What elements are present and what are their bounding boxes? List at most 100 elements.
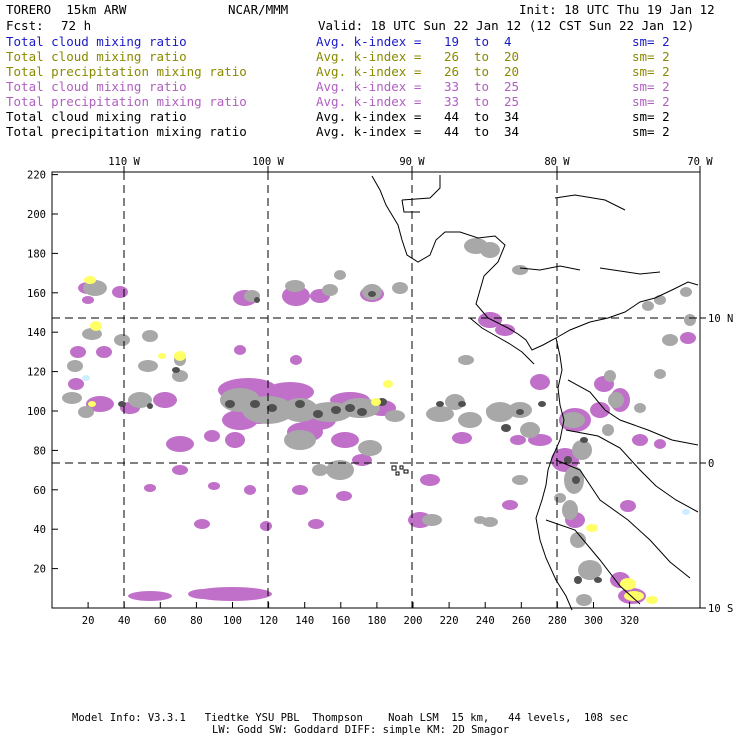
precip-area: [96, 346, 112, 358]
x-tick-label: 240: [476, 615, 495, 627]
longitude-label: 110 W: [108, 156, 140, 168]
light-cloud-area: [82, 375, 90, 381]
heavy-cloud-core: [564, 456, 572, 464]
longitude-label: 90 W: [399, 156, 425, 168]
legend-sm: sm= 2: [632, 64, 670, 79]
cloud-area: [78, 406, 94, 418]
cloud-area: [282, 398, 318, 422]
precip-area: [234, 345, 246, 355]
legend-k1: 44: [444, 109, 460, 124]
precip-area: [502, 500, 518, 510]
legend-field: Total precipitation mixing ratio: [6, 94, 247, 109]
coastline-south-america-west: [535, 337, 573, 611]
y-tick-label: 60: [33, 485, 46, 497]
heavy-cloud-core: [267, 404, 277, 412]
heavy-cloud-core: [172, 367, 180, 373]
cloud-area: [340, 398, 380, 418]
precip-area: [112, 286, 128, 298]
legend-k1: 44: [444, 124, 460, 139]
cloud-area: [512, 265, 528, 275]
legend-k2: 20: [504, 64, 520, 79]
cloud-precip-fields: [62, 238, 696, 606]
cloud-area: [322, 284, 338, 296]
legend-to: to: [474, 124, 490, 139]
heavy-cloud-core: [357, 408, 367, 416]
precip-area: [654, 439, 666, 449]
forecast-label: Fcst:: [6, 18, 44, 33]
forecast-hours: 72 h: [61, 18, 92, 33]
cloud-area: [561, 412, 585, 428]
legend-field: Total cloud mixing ratio: [6, 109, 187, 124]
precip-area: [192, 587, 272, 601]
coastline-south-america-north: [589, 281, 699, 323]
moderate-precip-area: [646, 596, 658, 604]
y-tick-label: 200: [27, 209, 46, 221]
legend-avg: Avg. k-index =: [316, 49, 422, 64]
cloud-area: [608, 392, 624, 408]
legend-field: Total cloud mixing ratio: [6, 34, 187, 49]
cloud-area: [392, 282, 408, 294]
heavy-cloud-core: [345, 404, 355, 412]
legend-field: Total precipitation mixing ratio: [6, 124, 247, 139]
x-tick-label: 220: [440, 615, 459, 627]
heavy-cloud-core: [538, 401, 546, 407]
legend-k1: 26: [444, 64, 460, 79]
cloud-area: [82, 328, 102, 340]
legend-sm: sm= 2: [632, 49, 670, 64]
legend-avg: Avg. k-index =: [316, 34, 422, 49]
cloud-area: [512, 475, 528, 485]
legend-field: Total cloud mixing ratio: [6, 79, 187, 94]
cloud-area: [358, 440, 382, 456]
legend-to: to: [474, 34, 490, 49]
moderate-precip-area: [174, 351, 186, 361]
heavy-cloud-core: [436, 401, 444, 407]
x-tick-label: 80: [190, 615, 203, 627]
heavy-cloud-core: [501, 424, 511, 432]
precip-area: [478, 312, 502, 328]
cloud-area: [654, 369, 666, 379]
legend-sm: sm= 2: [632, 34, 670, 49]
cloud-area: [662, 334, 678, 346]
precip-area: [153, 392, 177, 408]
physics-info: LW: Godd SW: Goddard DIFF: simple KM: 2D…: [212, 724, 510, 736]
cloud-area: [486, 405, 502, 415]
y-tick-label: 220: [27, 170, 46, 182]
x-tick-label: 100: [223, 615, 242, 627]
latitude-label: 10 S: [708, 603, 733, 615]
cloud-area: [458, 355, 474, 365]
precip-area: [260, 521, 272, 531]
graticule: [52, 172, 700, 608]
precip-area: [166, 436, 194, 452]
legend-k1: 19: [444, 34, 460, 49]
light-cloud-area: [682, 509, 690, 515]
y-tick-label: 20: [33, 564, 46, 576]
heavy-cloud-core: [594, 577, 602, 583]
precip-area: [632, 434, 648, 446]
precip-area: [290, 355, 302, 365]
precip-area: [244, 485, 256, 495]
precip-area: [208, 482, 220, 490]
cloud-area: [570, 532, 586, 548]
cloud-area: [458, 412, 482, 428]
y-tick-label: 120: [27, 367, 46, 379]
legend-k2: 25: [504, 79, 520, 94]
organization-label: NCAR/MMM: [228, 2, 289, 17]
cloud-area: [474, 516, 486, 524]
x-tick-label: 60: [154, 615, 167, 627]
cloud-area: [680, 287, 692, 297]
precip-area: [336, 491, 352, 501]
model-info: Model Info: V3.3.1 Tiedtke YSU PBL Thomp…: [72, 712, 629, 724]
longitude-label: 70 W: [687, 156, 713, 168]
cloud-area: [634, 403, 646, 413]
heavy-cloud-core: [313, 410, 323, 418]
cloud-area: [602, 424, 614, 436]
latitude-label: 0: [708, 458, 714, 470]
heavy-cloud-core: [331, 406, 341, 414]
init-time: Init: 18 UTC Thu 19 Jan 12: [519, 2, 715, 17]
coastline-central-america-pacific: [469, 317, 535, 365]
x-tick-label: 120: [259, 615, 278, 627]
precip-area: [82, 296, 94, 304]
cloud-area: [604, 370, 616, 382]
legend-k1: 33: [444, 94, 460, 109]
heavy-cloud-core: [368, 291, 376, 297]
